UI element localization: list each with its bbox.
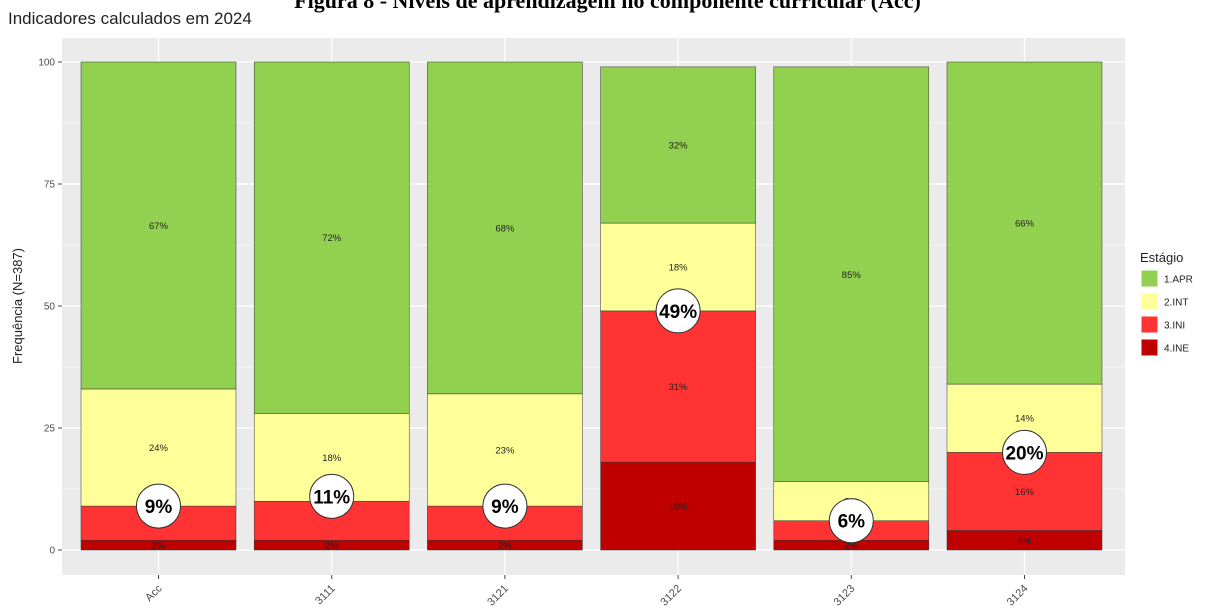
segment-label: 31% (669, 382, 689, 393)
segment-label: 18% (322, 453, 342, 464)
legend-label: 2.INT (1164, 298, 1188, 309)
legend-title: Estágio (1140, 250, 1183, 265)
bar-segment-1-apr (600, 66, 756, 224)
highlight-circle (309, 473, 355, 519)
chart-subtitle: Indicadores calculados em 2024 (8, 9, 252, 28)
segment-label: 67% (149, 221, 169, 232)
bar-segment-3-ini (600, 310, 756, 463)
y-tick-label: 0 (49, 546, 55, 557)
segment-label: 85% (842, 270, 862, 281)
segment-label: 23% (495, 445, 515, 456)
highlight-circle (655, 288, 701, 334)
x-tick-label: Acc (143, 582, 165, 604)
legend: Estágio 1.APR 2.INT 3.INI 4.INE (1140, 250, 1193, 357)
legend-label: 1.APR (1164, 275, 1193, 286)
y-tick-label: 25 (44, 424, 56, 435)
segment-label: 66% (1015, 219, 1035, 230)
bar-segment-1-apr (773, 66, 930, 482)
y-tick-label: 100 (38, 58, 55, 69)
segment-label: 2% (152, 541, 166, 552)
y-tick-label: 75 (44, 180, 56, 191)
segment-label: 68% (495, 223, 515, 234)
bar-segment-1-apr (946, 61, 1103, 385)
highlight-label: 49% (659, 302, 697, 323)
segment-label: 18% (669, 262, 689, 273)
segment-label: 2% (498, 541, 512, 552)
segment-label: 24% (149, 443, 169, 454)
bar-segment-1-apr (253, 61, 410, 414)
highlight-circle (1002, 429, 1047, 475)
segment-label: 2% (844, 541, 858, 552)
legend-label: 4.INE (1164, 344, 1189, 355)
x-tick-label: 3123 (832, 583, 858, 608)
highlight-label: 9% (491, 497, 519, 518)
bar-segment-1-apr (80, 61, 237, 390)
legend-swatch-1-apr (1140, 269, 1159, 288)
bars: 2% 24% 67% 9% 2% 18% 72% 11% 2% 23% 68% 9% 18% 31% 18%… (80, 61, 1103, 552)
legend-swatch-3-ini (1140, 315, 1159, 334)
highlight-label: 9% (145, 497, 173, 518)
bar-segment-4-ine (600, 461, 756, 551)
segment-label: 32% (669, 140, 689, 151)
x-axis: Acc 3111 3121 3122 3123 3124 (143, 575, 1031, 608)
segment-label: 16% (1015, 487, 1035, 498)
x-tick-label: 3122 (658, 583, 684, 608)
x-tick-label: 3111 (313, 583, 338, 608)
legend-label: 3.INI (1164, 321, 1185, 332)
chart-title: Figura 8 - Níveis de aprendizagem no com… (294, 0, 921, 13)
bar-segment-1-apr (427, 61, 583, 395)
y-axis-label: Frequência (N=387) (10, 248, 25, 364)
highlight-label: 11% (313, 487, 350, 508)
segment-label: 14% (1015, 414, 1035, 425)
segment-label: 4% (1018, 536, 1032, 547)
segment-label: 2% (325, 541, 339, 552)
highlight-circle (482, 483, 528, 529)
x-tick-label: 3121 (485, 583, 511, 608)
x-tick-label: 3124 (1005, 583, 1031, 608)
segment-label: 18% (669, 502, 689, 513)
legend-swatch-4-ine (1140, 338, 1159, 357)
y-axis: 0 25 50 75 100 (38, 58, 62, 557)
highlight-circle (136, 483, 181, 529)
highlight-label: 20% (1005, 443, 1043, 464)
legend-swatch-2-int (1140, 292, 1159, 311)
highlight-circle (828, 498, 874, 544)
segment-label: 72% (322, 233, 342, 244)
y-tick-label: 50 (44, 302, 56, 313)
highlight-label: 6% (838, 512, 866, 533)
